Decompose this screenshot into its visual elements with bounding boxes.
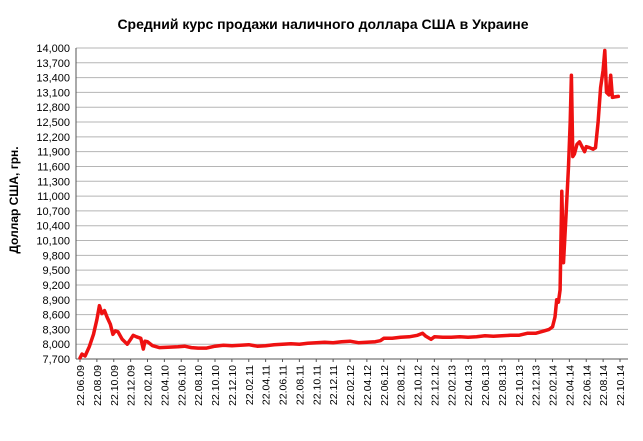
x-tick-label: 22.12.13: [531, 365, 543, 406]
y-tick-label: 8,600: [42, 310, 70, 322]
x-tick-label: 22.04.12: [362, 365, 374, 406]
x-tick-label: 22.06.10: [176, 365, 188, 406]
y-axis-label: Доллар США, грн.: [7, 146, 21, 253]
x-tick-label: 22.06.12: [379, 365, 391, 406]
x-tick-label: 22.04.11: [261, 365, 273, 405]
y-tick-label: 12,500: [36, 117, 70, 129]
x-tick-label: 22.06.13: [480, 365, 492, 406]
x-tick-label: 22.10.11: [311, 365, 323, 405]
x-tick-label: 22.04.10: [159, 365, 171, 406]
x-tick-label: 22.06.11: [278, 365, 290, 405]
x-tick-label: 22.10.14: [615, 365, 627, 406]
series-layer: [78, 48, 621, 360]
x-tick-label: 22.12.11: [328, 365, 340, 405]
y-tick-label: 10,100: [36, 236, 70, 248]
x-tick-label: 22.02.11: [244, 365, 256, 405]
y-tick-label: 9,500: [42, 265, 70, 277]
x-tick-label: 22.08.11: [294, 365, 306, 405]
y-tick-label: 8,900: [42, 295, 70, 307]
x-tick-label: 22.08.10: [193, 365, 205, 406]
x-tick-label: 22.12.10: [227, 365, 239, 406]
x-tick-label: 22.12.09: [126, 365, 138, 406]
y-tick-label: 11,300: [37, 176, 70, 188]
y-tick-label: 8,300: [42, 324, 70, 336]
y-tick-label: 7,700: [42, 354, 70, 366]
y-tick-label: 10,700: [36, 206, 70, 218]
x-tick-label: 22.08.13: [497, 365, 509, 406]
axes: [75, 48, 628, 360]
x-tick-label: 22.04.14: [564, 365, 576, 406]
x-tick-label: 22.10.13: [514, 365, 526, 406]
x-tick-label: 22.02.14: [548, 365, 560, 406]
x-tick-label: 22.02.10: [143, 365, 155, 406]
y-axis-ticks: 7,700 8,000 8,300 8,600 8,900 9,200 9,500 9,800…: [36, 43, 70, 366]
x-tick-label: 22.08.12: [396, 365, 408, 406]
y-tick-label: 13,400: [36, 73, 70, 85]
x-tick-label: 22.12.12: [429, 365, 441, 406]
x-axis-ticks: 22.06.09 22.08.09 22.10.09 22.12.09 22.02.10…: [75, 359, 627, 406]
y-tick-label: 11,600: [37, 161, 70, 173]
y-tick-label: 11,900: [37, 147, 70, 159]
x-tick-label: 22.08.14: [598, 365, 610, 406]
x-tick-label: 22.02.12: [345, 365, 357, 406]
x-tick-label: 22.10.12: [413, 365, 425, 406]
series-line: [78, 48, 621, 360]
y-tick-label: 13,100: [36, 87, 70, 99]
x-tick-label: 22.10.10: [210, 365, 222, 406]
y-tick-label: 14,000: [36, 43, 70, 55]
y-tick-label: 13,700: [36, 58, 70, 70]
y-tick-label: 10,400: [36, 221, 70, 233]
x-tick-label: 22.08.09: [92, 365, 104, 406]
x-tick-label: 22.06.09: [75, 365, 87, 406]
chart-title: Средний курс продажи наличного доллара С…: [117, 16, 528, 32]
gridlines: [76, 47, 628, 360]
y-tick-label: 11,000: [37, 191, 70, 203]
y-tick-label: 9,800: [42, 250, 70, 262]
x-tick-label: 22.04.13: [463, 365, 475, 406]
x-tick-label: 22.02.13: [446, 365, 458, 406]
x-tick-label: 22.10.09: [109, 365, 121, 406]
y-tick-label: 8,000: [42, 339, 70, 351]
y-tick-label: 9,200: [42, 280, 70, 292]
x-tick-label: 22.06.14: [581, 365, 593, 406]
y-tick-label: 12,800: [36, 102, 70, 114]
y-tick-label: 12,200: [36, 132, 70, 144]
